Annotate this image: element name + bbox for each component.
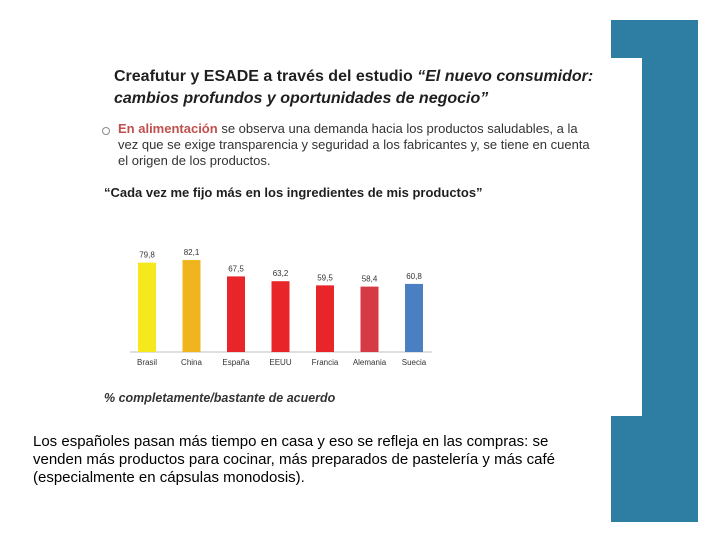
bar-francia — [316, 285, 334, 352]
title-italic-2: cambios profundos y oportunidades de neg… — [114, 90, 489, 107]
bar-brasil — [138, 262, 156, 352]
bullet-paragraph: En alimentación se observa una demanda h… — [118, 121, 638, 169]
bullet-line-1: En alimentación se observa una demanda h… — [118, 121, 638, 137]
data-label: 82,1 — [184, 248, 200, 257]
category-label: Suecia — [402, 358, 427, 367]
category-label: Francia — [312, 358, 339, 367]
bar-españa — [227, 276, 245, 352]
bullet-highlight: En alimentación — [118, 121, 218, 136]
bullet-line-1-rest: se observa una demanda hacia los product… — [217, 121, 578, 136]
bar-china — [182, 260, 201, 352]
category-label: EEUU — [269, 358, 291, 367]
bar-suecia — [405, 283, 423, 352]
title-plain: Creafutur y ESADE a través del estudio — [114, 68, 418, 85]
slide-caption: Los españoles pasan más tiempo en casa y… — [33, 433, 603, 487]
caption-line-2: venden más productos para cocinar, más p… — [33, 451, 555, 468]
data-label: 59,5 — [317, 273, 333, 282]
bullet-line-2: vez que se exige transparencia y segurid… — [118, 137, 590, 152]
bar-chart: 79,8 Brasil 82,1 China 67,5 España 63,2 EEUU 59,… — [130, 248, 432, 367]
slide-title: Creafutur y ESADE a través del estudio “… — [114, 66, 614, 110]
chart-quote-title: “Cada vez me fijo más en los ingrediente… — [104, 185, 483, 200]
category-label: Brasil — [137, 358, 157, 367]
category-label: Alemania — [353, 358, 387, 367]
bar-eeuu — [271, 281, 290, 352]
data-label: 58,4 — [362, 275, 378, 284]
percent-caption: % completamente/bastante de acuerdo — [104, 391, 336, 405]
bar-alemania — [360, 286, 379, 352]
data-label: 60,8 — [406, 272, 422, 281]
slide-image: Creafutur y ESADE a través del estudio “… — [96, 58, 642, 416]
data-label: 79,8 — [139, 251, 155, 260]
caption-line-3: (especialmente en cápsulas monodosis). — [33, 469, 305, 486]
caption-line-1: Los españoles pasan más tiempo en casa y… — [33, 433, 549, 450]
bullet-line-3: el origen de los productos. — [118, 153, 271, 168]
title-italic-1: “El nuevo consumidor: — [417, 68, 594, 85]
data-label: 63,2 — [273, 269, 289, 278]
category-label: China — [181, 358, 202, 367]
bullet-icon — [102, 127, 110, 135]
title-line-1: Creafutur y ESADE a través del estudio “… — [114, 66, 614, 88]
data-label: 67,5 — [228, 264, 244, 273]
category-label: España — [222, 358, 250, 367]
